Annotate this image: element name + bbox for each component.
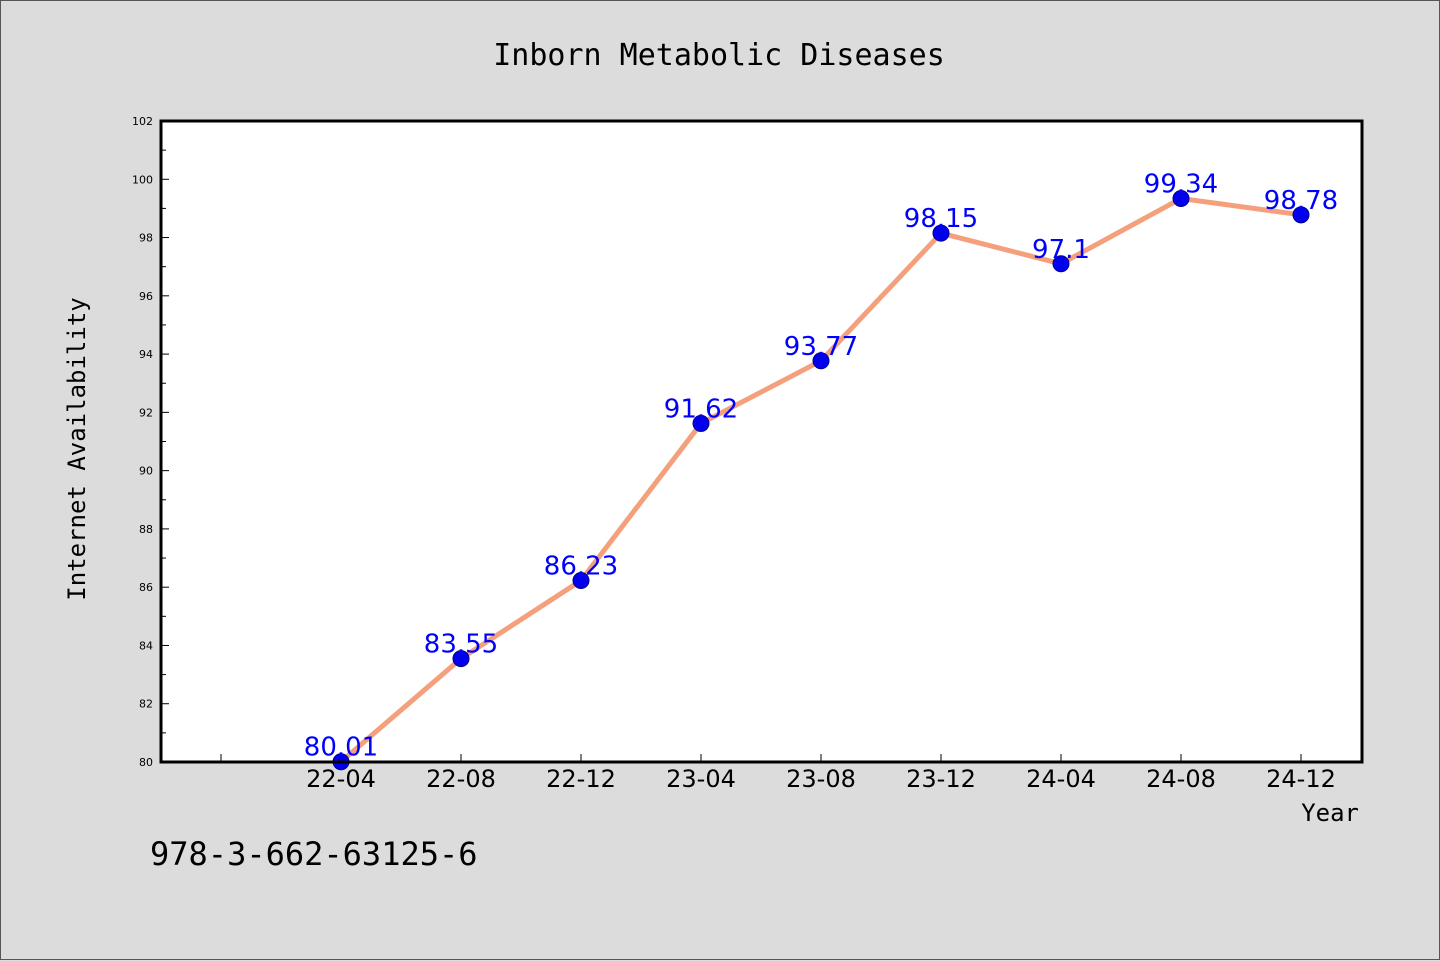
- isbn-footnote: 978-3-662-63125-6: [150, 835, 478, 873]
- y-tick-label: 100: [132, 173, 153, 186]
- series-layer: 80.01 83.55 86.23 91.62 93.77 98.15 97.1 99.34 9…: [304, 170, 1338, 771]
- chart-title: Inborn Metabolic Diseases: [493, 38, 945, 73]
- x-axis-ticks: 22-04 22-08 22-12 23-04 23-08 23-12 24-04 24-08…: [220, 754, 1336, 793]
- data-point-marker: [932, 224, 950, 242]
- data-point-label: 83.55: [424, 630, 498, 660]
- x-tick-label: 23-12: [906, 765, 976, 793]
- x-tick-label: 22-12: [546, 765, 616, 793]
- x-axis-label: Year: [1301, 799, 1359, 827]
- y-tick-label: 84: [139, 639, 153, 652]
- data-point-marker: [1292, 206, 1310, 224]
- data-point-marker: [452, 650, 470, 668]
- data-point-marker: [812, 352, 830, 370]
- x-tick-label: 23-08: [786, 765, 856, 793]
- y-tick-label: 82: [139, 698, 153, 711]
- y-tick-label: 88: [139, 523, 153, 536]
- data-point-label: 80.01: [304, 733, 378, 763]
- data-point-marker: [1172, 190, 1190, 208]
- y-tick-label: 102: [132, 115, 153, 128]
- y-tick-label: 96: [139, 290, 153, 303]
- data-point-label: 98.15: [904, 204, 978, 234]
- y-tick-label: 94: [139, 348, 153, 361]
- y-tick-label: 80: [139, 756, 153, 769]
- plot-area: [161, 121, 1362, 762]
- x-tick-label: 24-08: [1146, 765, 1216, 793]
- data-point-marker: [572, 571, 590, 589]
- x-tick-label: 23-04: [666, 765, 736, 793]
- y-tick-label: 86: [139, 581, 153, 594]
- data-point-marker: [692, 414, 710, 432]
- y-axis-ticks: 80 82 84 86 88 90 92 94 96 98 100 102: [132, 115, 169, 769]
- y-tick-label: 90: [139, 465, 153, 478]
- data-point-label: 97.1: [1032, 235, 1090, 265]
- data-point-label: 93.77: [784, 332, 858, 362]
- y-tick-label: 98: [139, 232, 153, 245]
- plot-frame: [159, 119, 1364, 764]
- y-tick-label: 92: [139, 406, 153, 419]
- x-tick-label: 22-08: [426, 765, 496, 793]
- data-point-label: 98.78: [1264, 186, 1338, 216]
- x-tick-label: 24-04: [1026, 765, 1096, 793]
- data-point-label: 91.62: [664, 394, 738, 424]
- x-tick-label: 24-12: [1266, 765, 1336, 793]
- data-point-label: 86.23: [544, 551, 618, 581]
- data-point-marker: [1052, 255, 1070, 273]
- data-point-label: 99.34: [1144, 170, 1218, 200]
- y-axis-label: Internet Availability: [63, 297, 91, 600]
